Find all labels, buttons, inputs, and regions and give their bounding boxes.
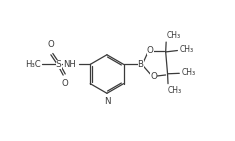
Text: S: S	[56, 60, 62, 69]
Text: O: O	[47, 40, 54, 49]
Text: O: O	[150, 72, 157, 81]
Text: CH₃: CH₃	[168, 86, 182, 94]
Text: CH₃: CH₃	[166, 31, 180, 40]
Text: NH: NH	[63, 60, 76, 69]
Text: O: O	[62, 79, 69, 88]
Text: H₃C: H₃C	[25, 60, 41, 69]
Text: N: N	[104, 97, 110, 106]
Text: O: O	[147, 46, 154, 55]
Text: B: B	[137, 60, 144, 69]
Text: CH₃: CH₃	[181, 68, 195, 77]
Text: CH₃: CH₃	[179, 45, 193, 54]
